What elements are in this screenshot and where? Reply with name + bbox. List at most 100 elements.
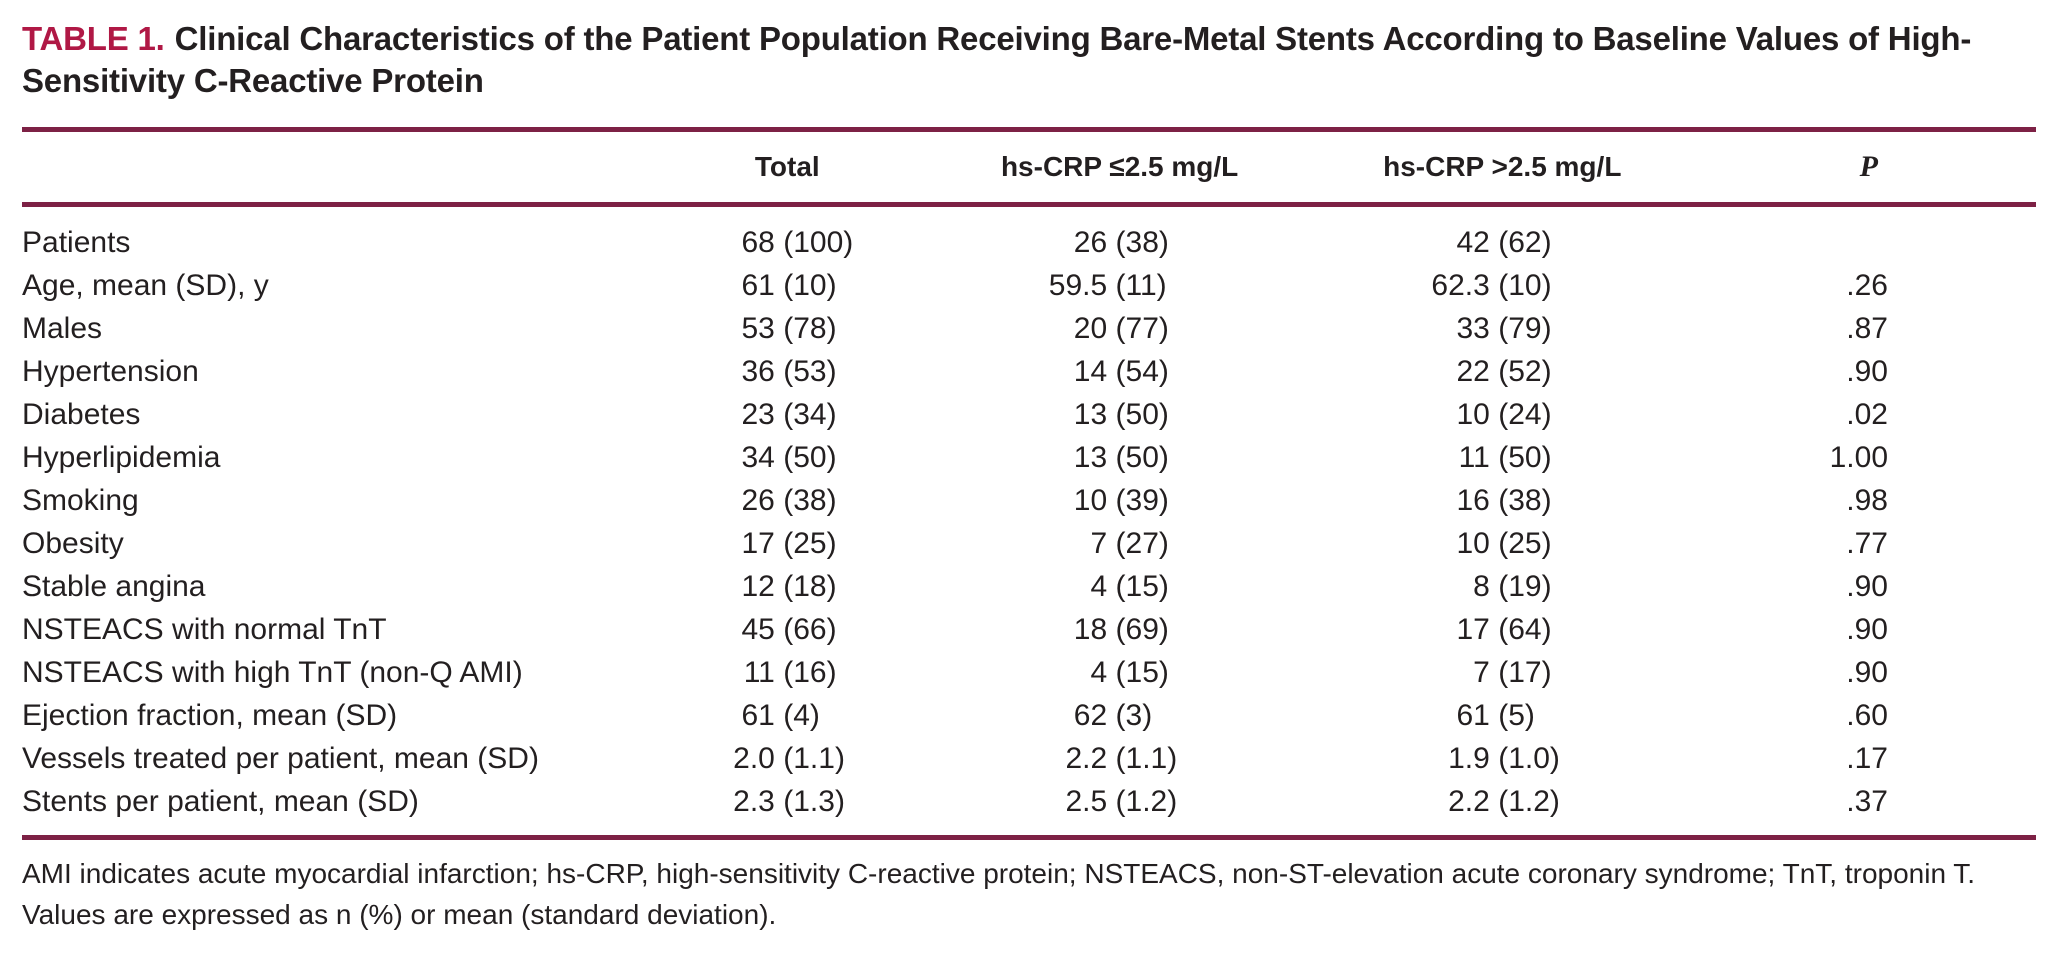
cell-total-n: 17 bbox=[741, 526, 775, 560]
cell-hscrp-low-n: 14 bbox=[1073, 354, 1108, 388]
cell-total: 2.0 (1.1) bbox=[646, 737, 928, 780]
cell-p-value: .60 bbox=[1846, 698, 1888, 732]
cell-hscrp-low-percent: (1.2) bbox=[1115, 784, 1178, 818]
cell-hscrp-high: 2.2 (1.2) bbox=[1311, 780, 1694, 838]
cell-total: 11 (16) bbox=[646, 651, 928, 694]
cell-total-n: 2.3 bbox=[733, 784, 775, 818]
cell-total-percent: (53) bbox=[783, 354, 837, 388]
cell-hscrp-low: 62 (3) bbox=[928, 694, 1311, 737]
cell-hscrp-high-n: 61 bbox=[1456, 698, 1490, 732]
cell-hscrp-high-percent: (79) bbox=[1498, 311, 1552, 345]
row-label: Diabetes bbox=[22, 397, 141, 431]
cell-hscrp-low: 13 (50) bbox=[928, 393, 1311, 436]
table-row: Obesity 17 (25) 7 (27) 10 (25) .77 bbox=[22, 522, 2036, 565]
cell-hscrp-high-percent: (38) bbox=[1498, 483, 1552, 517]
cell-hscrp-high-n: 10 bbox=[1456, 397, 1490, 431]
table-number-label: TABLE 1. bbox=[22, 20, 165, 57]
cell-p-value: .26 bbox=[1846, 268, 1888, 302]
cell-p-value: .02 bbox=[1846, 397, 1888, 431]
cell-p-value: .90 bbox=[1846, 569, 1888, 603]
table-row: Patients 68 (100) 26 (38) 42 (62) bbox=[22, 205, 2036, 265]
cell-hscrp-low-percent: (15) bbox=[1115, 655, 1169, 689]
cell-total: 17 (25) bbox=[646, 522, 928, 565]
cell-p-value: .37 bbox=[1846, 784, 1888, 818]
cell-total-percent: (4) bbox=[783, 698, 820, 732]
cell-hscrp-high: 62.3 (10) bbox=[1311, 264, 1694, 307]
cell-hscrp-low-n: 18 bbox=[1073, 612, 1108, 646]
cell-hscrp-low: 10 (39) bbox=[928, 479, 1311, 522]
cell-total: 61 (10) bbox=[646, 264, 928, 307]
row-label: Age, mean (SD), y bbox=[22, 268, 269, 302]
cell-total-n: 36 bbox=[741, 354, 775, 388]
table-row: Males 53 (78) 20 (77) 33 (79) .87 bbox=[22, 307, 2036, 350]
cell-total: 23 (34) bbox=[646, 393, 928, 436]
row-label: Vessels treated per patient, mean (SD) bbox=[22, 741, 539, 775]
table-caption: TABLE 1. Clinical Characteristics of the … bbox=[22, 18, 1977, 101]
cell-hscrp-high-n: 1.9 bbox=[1448, 741, 1490, 775]
row-label: Stable angina bbox=[22, 569, 206, 603]
cell-hscrp-high-percent: (1.0) bbox=[1498, 741, 1560, 775]
table-row: Diabetes 23 (34) 13 (50) 10 (24) .02 bbox=[22, 393, 2036, 436]
cell-hscrp-low-percent: (1.1) bbox=[1115, 741, 1178, 775]
cell-hscrp-high: 42 (62) bbox=[1311, 205, 1694, 265]
cell-hscrp-low-percent: (15) bbox=[1115, 569, 1169, 603]
cell-total-n: 61 bbox=[741, 698, 775, 732]
cell-hscrp-low-percent: (50) bbox=[1115, 440, 1169, 474]
cell-hscrp-high-n: 22 bbox=[1456, 354, 1490, 388]
cell-hscrp-high: 7 (17) bbox=[1311, 651, 1694, 694]
cell-p-value: .17 bbox=[1846, 741, 1888, 775]
row-label: Ejection fraction, mean (SD) bbox=[22, 698, 398, 732]
cell-total-percent: (34) bbox=[783, 397, 837, 431]
cell-hscrp-low-percent: (11) bbox=[1115, 268, 1167, 302]
column-header-p-value: P bbox=[1693, 129, 2036, 208]
table-footnotes: AMI indicates acute myocardial infarctio… bbox=[22, 854, 2032, 935]
cell-hscrp-low: 4 (15) bbox=[928, 651, 1311, 694]
cell-hscrp-low-n: 13 bbox=[1073, 440, 1108, 474]
cell-hscrp-high-percent: (25) bbox=[1498, 526, 1552, 560]
cell-hscrp-low: 2.2 (1.1) bbox=[928, 737, 1311, 780]
cell-hscrp-high-percent: (50) bbox=[1498, 440, 1552, 474]
cell-hscrp-high: 16 (38) bbox=[1311, 479, 1694, 522]
table-row: Smoking 26 (38) 10 (39) 16 (38) .98 bbox=[22, 479, 2036, 522]
cell-hscrp-low: 18 (69) bbox=[928, 608, 1311, 651]
cell-hscrp-low-percent: (38) bbox=[1115, 225, 1169, 259]
cell-hscrp-low-n: 7 bbox=[1090, 526, 1108, 560]
cell-hscrp-high: 11 (50) bbox=[1311, 436, 1694, 479]
cell-total-percent: (38) bbox=[783, 483, 837, 517]
cell-hscrp-low: 7 (27) bbox=[928, 522, 1311, 565]
table-row: Vessels treated per patient, mean (SD) 2… bbox=[22, 737, 2036, 780]
cell-hscrp-low-n: 20 bbox=[1073, 311, 1108, 345]
cell-total-percent: (78) bbox=[783, 311, 837, 345]
cell-hscrp-low-n: 26 bbox=[1073, 225, 1108, 259]
table-row: Hyperlipidemia 34 (50) 13 (50) 11 (50) 1.00 bbox=[22, 436, 2036, 479]
cell-hscrp-high: 8 (19) bbox=[1311, 565, 1694, 608]
cell-total: 68 (100) bbox=[646, 205, 928, 265]
column-header-hscrp-high: hs-CRP >2.5 mg/L bbox=[1310, 129, 1694, 208]
column-header-total: Total bbox=[646, 129, 929, 208]
cell-hscrp-high: 17 (64) bbox=[1311, 608, 1694, 651]
cell-total-percent: (1.3) bbox=[783, 784, 845, 818]
cell-hscrp-low: 20 (77) bbox=[928, 307, 1311, 350]
cell-hscrp-high-n: 16 bbox=[1456, 483, 1490, 517]
table-row: Ejection fraction, mean (SD) 61 (4) 62 (3)… bbox=[22, 694, 2036, 737]
cell-hscrp-low-percent: (50) bbox=[1115, 397, 1169, 431]
cell-p-value: .90 bbox=[1846, 655, 1888, 689]
cell-hscrp-high-n: 2.2 bbox=[1448, 784, 1490, 818]
cell-hscrp-low-percent: (54) bbox=[1115, 354, 1169, 388]
row-label: Obesity bbox=[22, 526, 124, 560]
cell-hscrp-high-percent: (19) bbox=[1498, 569, 1552, 603]
cell-hscrp-high-percent: (17) bbox=[1498, 655, 1552, 689]
cell-total-n: 26 bbox=[741, 483, 775, 517]
cell-hscrp-low-percent: (77) bbox=[1115, 311, 1169, 345]
cell-hscrp-low-n: 59.5 bbox=[1048, 268, 1108, 302]
cell-p-value: .98 bbox=[1846, 483, 1888, 517]
footnote-values-note: Values are expressed as n (%) or mean (s… bbox=[22, 898, 777, 930]
cell-total-percent: (1.1) bbox=[783, 741, 845, 775]
cell-total-n: 68 bbox=[741, 225, 775, 259]
row-label: Patients bbox=[22, 225, 131, 259]
cell-hscrp-low-n: 4 bbox=[1090, 655, 1108, 689]
row-label: NSTEACS with normal TnT bbox=[22, 612, 387, 646]
cell-total-percent: (10) bbox=[783, 268, 837, 302]
row-label: NSTEACS with high TnT (non-Q AMI) bbox=[22, 655, 523, 689]
